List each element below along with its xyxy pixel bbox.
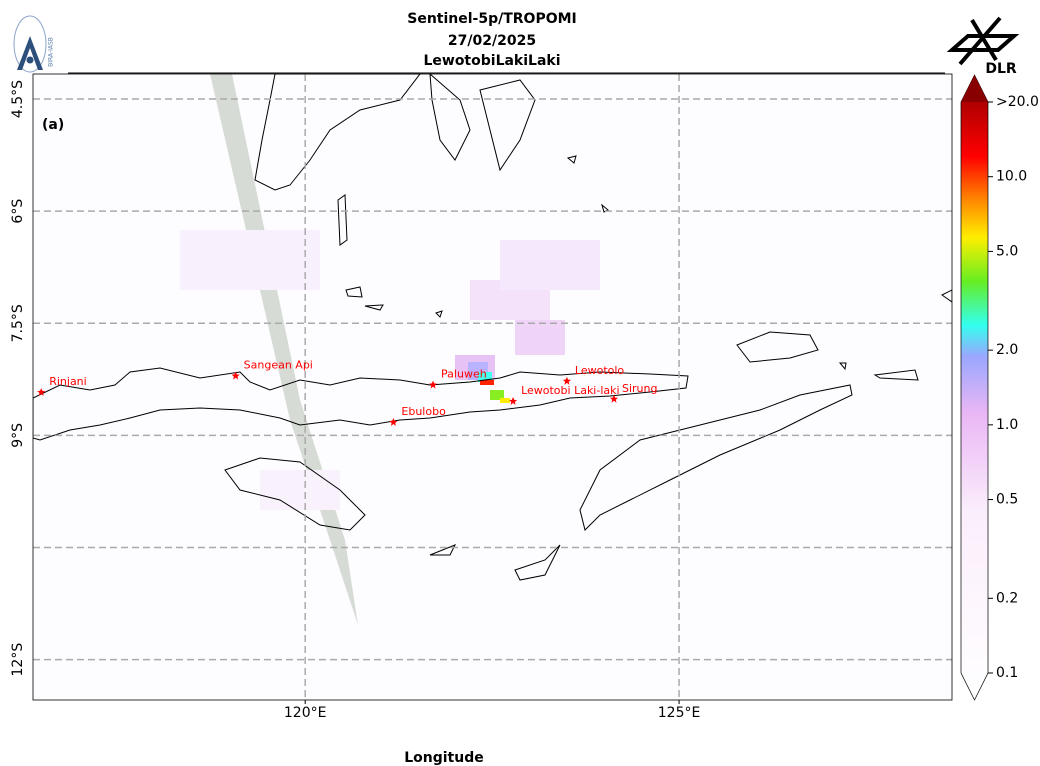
coastline [337, 194, 348, 246]
coastline [224, 457, 366, 531]
logo-ring [13, 15, 47, 73]
title-line: LewotobiLakiLaki [423, 53, 560, 69]
y-tick-label: 12°S [10, 643, 26, 677]
volcano-marker [429, 380, 438, 389]
volcano-label: Ebulobo [401, 405, 446, 418]
map-area: Rinjani Sangean Api Paluweh Ebulobo Lewotolo… [33, 74, 952, 700]
volcano-marker [562, 376, 571, 385]
axes: 120°E 125°E 4.5°S 6°S 7.5°S 9°S 12°S [10, 80, 700, 721]
volcano-marker [389, 417, 398, 426]
volcano-label: Sirung [622, 382, 658, 395]
plume-pixel [180, 230, 320, 290]
plume-pixel [478, 372, 492, 382]
plume-pixel [480, 380, 494, 385]
coastline [479, 79, 536, 172]
volcano-label: Lewotobi Laki-laki [521, 384, 620, 397]
colorbar-ticks: 0.1 0.2 0.5 1.0 2.0 5.0 10.0 >20.0 [988, 94, 1039, 681]
logo-dot [26, 56, 34, 64]
y-tick-label: 7.5°S [10, 304, 26, 342]
coastline [579, 384, 853, 531]
plume [180, 230, 600, 510]
x-tick-label: 125°E [658, 705, 701, 721]
volcano-label: Rinjani [49, 375, 87, 388]
coastline [429, 74, 471, 161]
logo-text: DLR [985, 61, 1017, 77]
map-frame [32, 73, 953, 701]
colorbar-tick-label: 2.0 [996, 342, 1018, 358]
coastline [514, 544, 561, 581]
coastline [345, 155, 952, 381]
y-tick-label: 9°S [10, 423, 26, 448]
plume-pixel [515, 320, 565, 355]
volcano-label: Lewotolo [575, 364, 625, 377]
coastline [254, 74, 421, 191]
plume-pixel [500, 398, 510, 403]
volcano-marker [509, 397, 518, 406]
colorbar-tick-label: 10.0 [996, 169, 1027, 185]
logo-a [17, 36, 43, 70]
x-axis-label: Longitude [404, 750, 484, 766]
plume-pixel [260, 470, 340, 510]
bira-logo: BIRA-IASB [13, 15, 55, 73]
x-tick-label: 120°E [284, 705, 327, 721]
coastline [736, 331, 819, 363]
volcano-marker [37, 388, 46, 397]
y-tick-label: 6°S [10, 199, 26, 224]
coastlines [33, 74, 952, 581]
colorbar-tick-label: 0.2 [996, 590, 1018, 606]
logo-shape [946, 16, 1020, 66]
colorbar-tick-label: >20.0 [996, 94, 1039, 110]
volcanoes: Rinjani Sangean Api Paluweh Ebulobo Lewotolo… [37, 359, 658, 426]
logo-text: BIRA-IASB [48, 37, 55, 67]
colorbar-body [960, 74, 989, 701]
volcano-label: Sangean Api [244, 359, 313, 372]
volcano-marker [610, 394, 619, 403]
panel-label: (a) [42, 117, 64, 133]
colorbar-extend-top [961, 75, 988, 102]
title-line: Sentinel-5p/TROPOMI [407, 11, 577, 27]
colorbar [960, 74, 989, 701]
colorbar-tick-label: 0.1 [996, 665, 1018, 681]
coastline [33, 367, 689, 441]
volcano-marker [231, 371, 240, 380]
title: Sentinel-5p/TROPOMI 27/02/2025 LewotobiL… [407, 11, 577, 69]
grid [33, 74, 952, 700]
title-line: 27/02/2025 [448, 33, 536, 49]
y-tick-label: 4.5°S [10, 80, 26, 118]
plume-pixel [500, 240, 600, 290]
map-background [33, 74, 952, 700]
volcano-label: Paluweh [441, 368, 487, 381]
colorbar-tick-label: 5.0 [996, 243, 1018, 259]
plume-pixel [490, 390, 504, 400]
colorbar-tick-label: 0.5 [996, 492, 1018, 508]
dlr-logo: DLR [946, 16, 1020, 77]
colorbar-tick-label: 1.0 [996, 417, 1018, 433]
coastline [429, 544, 457, 556]
